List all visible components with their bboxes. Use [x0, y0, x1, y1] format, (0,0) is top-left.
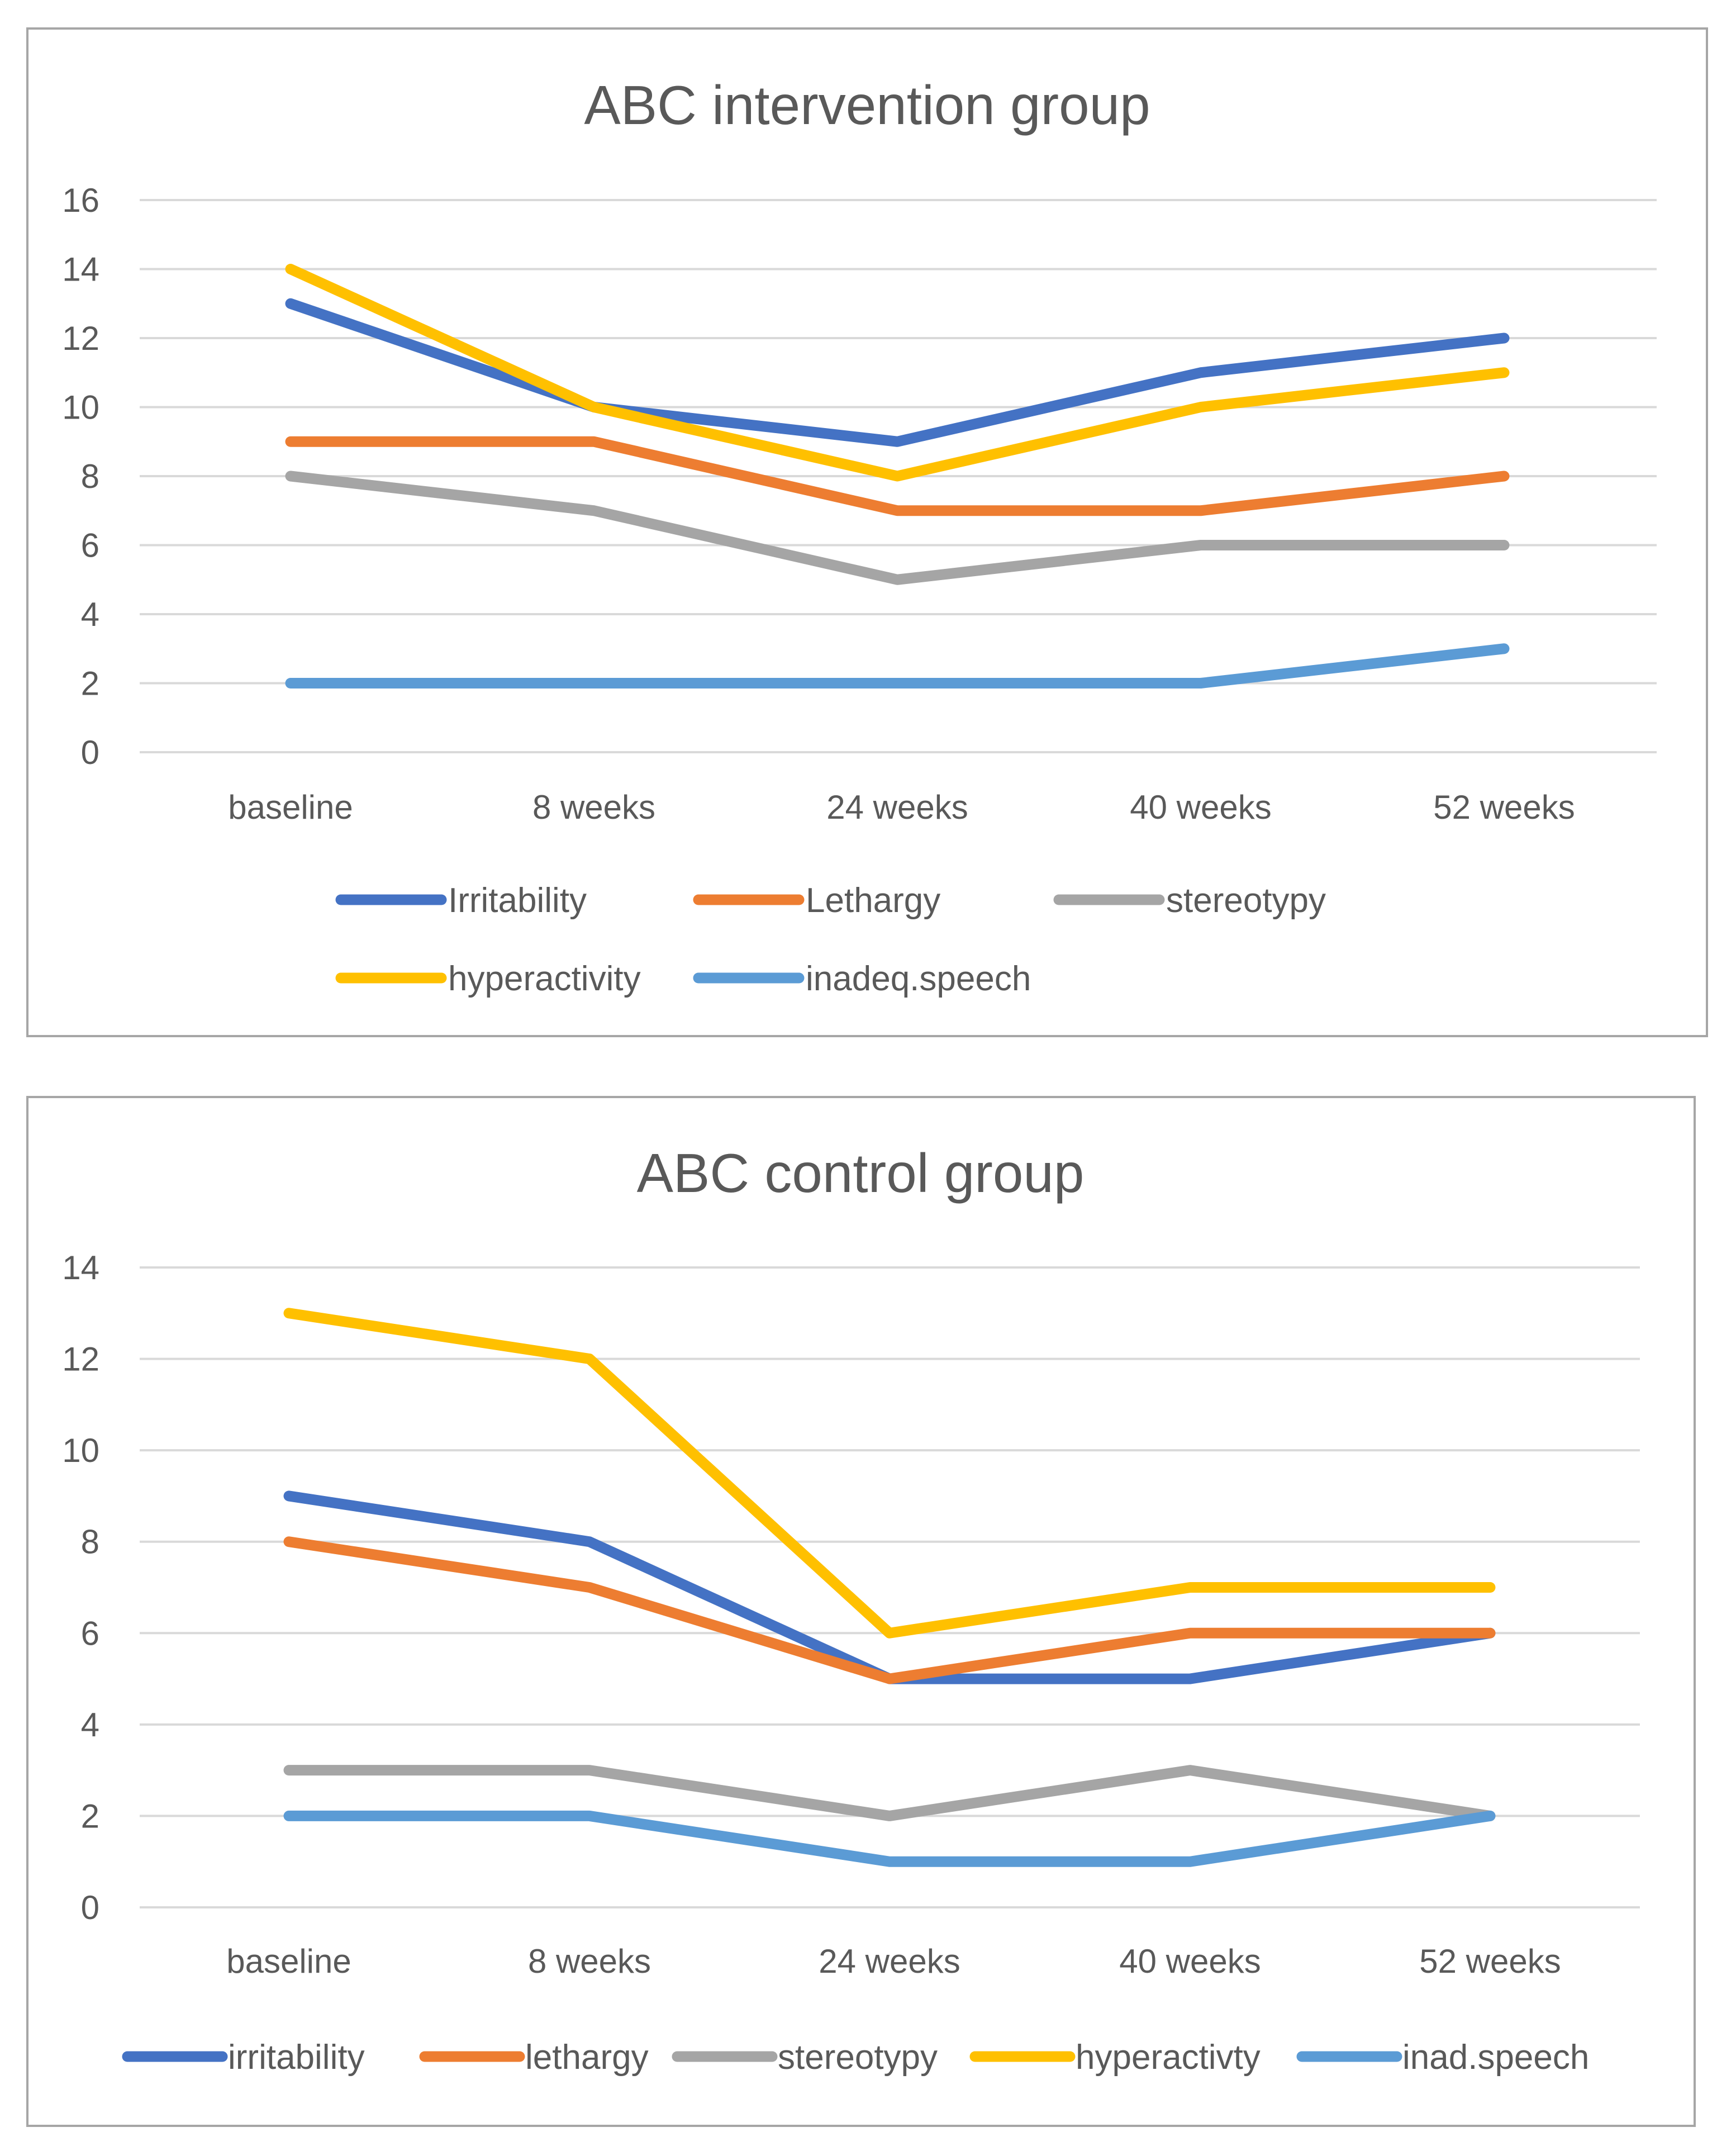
control-x-tick-label: 24 weeks	[819, 1943, 960, 1980]
intervention-series-stereotypy	[285, 471, 1510, 585]
control-legend-item-stereotypy[interactable]: stereotypy	[672, 2038, 938, 2077]
intervention-x-tick-label: 40 weeks	[1130, 789, 1271, 826]
control-x-axis: baseline 8 weeks 24 weeks 40 weeks 52 weeks	[226, 1943, 1561, 1980]
intervention-y-tick-label: 10	[62, 389, 99, 426]
intervention-legend-label: Lethargy	[806, 881, 940, 920]
control-legend-label: irritability	[228, 2038, 365, 2077]
intervention-chart-title: ABC intervention group	[584, 74, 1150, 136]
intervention-legend-label: stereotypy	[1166, 881, 1326, 920]
control-legend-label: lethargy	[525, 2038, 649, 2077]
control-y-tick-label: 12	[62, 1341, 99, 1378]
intervention-y-axis: 0 2 4 6 8 10 12 14 16	[62, 182, 99, 771]
intervention-x-tick-label: 8 weeks	[532, 789, 655, 826]
control-legend-label: inad.speech	[1402, 2038, 1589, 2077]
intervention-chart-frame	[26, 27, 1708, 1037]
control-x-tick-label: 8 weeks	[528, 1943, 651, 1980]
control-x-tick-label: baseline	[226, 1943, 351, 1980]
intervention-legend-item-hyperactivity[interactable]: hyperactivity	[335, 960, 641, 998]
intervention-legend-label: Irritability	[448, 881, 587, 920]
control-series-lethargy	[283, 1536, 1496, 1684]
control-series-stereotypy	[283, 1765, 1496, 1821]
control-legend: irritability lethargy stereotypy hyperactiv…	[122, 2038, 1589, 2077]
intervention-x-tick-label: 52 weeks	[1433, 789, 1575, 826]
intervention-y-tick-label: 8	[81, 458, 99, 495]
intervention-y-tick-label: 4	[81, 596, 99, 633]
control-y-tick-label: 0	[81, 1889, 99, 1926]
intervention-series-inadeq-speech	[285, 643, 1510, 688]
control-y-tick-label: 8	[81, 1523, 99, 1561]
intervention-y-tick-label: 0	[81, 734, 99, 771]
control-chart: ABC control group 0 2 4 6 8 10 12 14 baseline 8 …	[26, 1096, 1696, 2127]
control-legend-item-lethargy[interactable]: lethargy	[419, 2038, 649, 2077]
control-series	[283, 1308, 1496, 1867]
control-x-tick-label: 52 weeks	[1419, 1943, 1561, 1980]
intervention-legend-item-lethargy[interactable]: Lethargy	[693, 881, 940, 920]
intervention-legend: Irritability Lethargy stereotypy hyperactiv…	[335, 881, 1326, 998]
control-series-inad-speech	[283, 1810, 1496, 1867]
intervention-legend-label: hyperactivity	[448, 960, 641, 998]
control-legend-item-inad-speech[interactable]: inad.speech	[1296, 2038, 1589, 2077]
intervention-legend-item-stereotypy[interactable]: stereotypy	[1053, 881, 1326, 920]
control-y-tick-label: 4	[81, 1706, 99, 1744]
control-legend-label: hyperactivty	[1076, 2038, 1261, 2077]
intervention-y-tick-label: 14	[62, 251, 99, 288]
intervention-series-hyperactivity	[285, 264, 1510, 482]
control-y-tick-label: 10	[62, 1432, 99, 1469]
intervention-x-tick-label: baseline	[228, 789, 353, 826]
intervention-legend-item-inadeq-speech[interactable]: inadeq.speech	[693, 960, 1031, 998]
control-legend-label: stereotypy	[778, 2038, 938, 2077]
control-y-tick-label: 6	[81, 1615, 99, 1652]
intervention-series-lethargy	[285, 436, 1510, 516]
intervention-y-tick-label: 12	[62, 320, 99, 357]
control-chart-title: ABC control group	[637, 1142, 1085, 1204]
control-y-tick-label: 2	[81, 1797, 99, 1835]
intervention-series	[285, 264, 1510, 688]
intervention-y-tick-label: 6	[81, 527, 99, 564]
control-legend-item-irritability[interactable]: irritability	[122, 2038, 365, 2077]
intervention-y-tick-label: 16	[62, 182, 99, 219]
intervention-legend-item-irritability[interactable]: Irritability	[335, 881, 587, 920]
intervention-y-tick-label: 2	[81, 665, 99, 702]
intervention-legend-label: inadeq.speech	[806, 960, 1031, 998]
intervention-chart: ABC intervention group 0 2 4 6 8 10 12 14 16 bas…	[26, 27, 1708, 1037]
control-gridlines	[140, 1266, 1640, 1908]
control-x-tick-label: 40 weeks	[1119, 1943, 1261, 1980]
intervention-x-tick-label: 24 weeks	[826, 789, 968, 826]
control-y-tick-label: 14	[62, 1249, 99, 1286]
control-legend-item-hyperactivty[interactable]: hyperactivty	[969, 2038, 1261, 2077]
intervention-x-axis: baseline 8 weeks 24 weeks 40 weeks 52 weeks	[228, 789, 1575, 826]
control-series-hyperactivty	[283, 1308, 1496, 1639]
control-y-axis: 0 2 4 6 8 10 12 14	[62, 1249, 99, 1926]
